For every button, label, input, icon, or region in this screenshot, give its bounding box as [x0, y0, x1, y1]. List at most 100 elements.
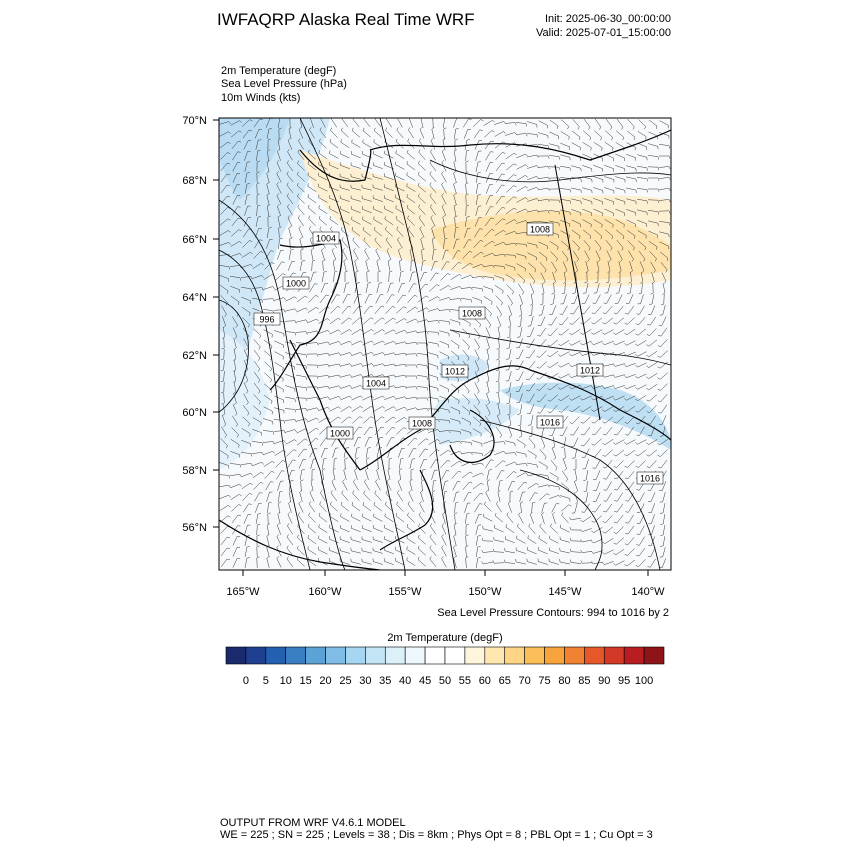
wind-barb: [284, 419, 297, 423]
wind-barb: [465, 160, 469, 173]
wind-barb: [574, 470, 578, 482]
colorbar-box: [245, 646, 267, 665]
valid-time: Valid: 2025-07-01_15:00:00: [536, 27, 671, 39]
wind-barb: [627, 283, 633, 294]
wind-barb: [406, 364, 418, 368]
wind-barb: [263, 308, 274, 314]
wind-barb: [486, 371, 490, 383]
wind-barb: [595, 271, 599, 284]
wind-barb: [658, 144, 670, 149]
wind-barb: [373, 340, 385, 346]
wind-barb: [241, 296, 251, 304]
wind-barb: [419, 272, 428, 282]
wind-barb: [604, 141, 614, 151]
wind-barb: [364, 294, 373, 304]
wind-barb: [573, 459, 577, 471]
wind-barb: [647, 316, 657, 326]
wind-barb: [615, 208, 625, 216]
wind-barb: [580, 437, 591, 447]
wind-barb: [486, 360, 490, 372]
wind-barb: [322, 468, 326, 481]
wind-barb: [351, 405, 363, 412]
wind-barb: [485, 184, 493, 194]
wind-barb: [484, 427, 492, 438]
wind-barb: [659, 251, 669, 261]
wind-barb: [329, 363, 341, 367]
wind-barb: [569, 340, 581, 346]
wind-barb: [266, 491, 273, 502]
wind-barb: [495, 501, 502, 513]
wind-barb: [591, 416, 602, 424]
wind-barb: [538, 484, 550, 488]
wind-barb: [287, 204, 293, 216]
wind-barb: [429, 534, 437, 546]
wind-barb: [322, 259, 326, 272]
wind-barb: [462, 349, 470, 361]
wind-barb: [441, 160, 447, 172]
wind-barb: [242, 317, 250, 328]
wind-barb: [495, 152, 506, 160]
wind-barb: [639, 261, 645, 273]
wind-barb: [593, 176, 604, 183]
wind-barb: [289, 118, 291, 129]
wind-barb: [637, 154, 648, 161]
wind-barb: [613, 352, 625, 356]
wind-barb: [242, 416, 250, 427]
colorbar-box: [404, 646, 426, 665]
wind-barb: [317, 353, 330, 357]
wind-barb: [365, 282, 372, 293]
wind-barb: [374, 416, 385, 424]
wind-barb: [616, 130, 625, 141]
wind-barb: [220, 207, 231, 215]
wind-barb: [373, 374, 385, 378]
wind-barb: [351, 502, 361, 512]
wind-barb: [385, 426, 396, 435]
wind-barb: [266, 128, 272, 139]
wind-barb: [295, 397, 308, 402]
wind-barb: [569, 405, 581, 413]
wind-barb: [307, 523, 317, 534]
wind-barb: [450, 319, 461, 326]
wind-barb: [593, 283, 600, 294]
wind-barb: [516, 197, 528, 203]
wind-barb: [274, 373, 284, 382]
wind-barb: [407, 226, 415, 238]
wind-barb: [298, 501, 304, 513]
wind-barb: [417, 182, 426, 193]
wind-barb: [626, 176, 637, 183]
wind-barb: [299, 469, 305, 480]
wind-barb: [560, 165, 571, 171]
wind-barb: [265, 250, 274, 260]
lat-label: 64°N: [182, 292, 207, 304]
wind-barb: [592, 459, 601, 469]
wind-barb: [438, 320, 451, 325]
wind-barb: [507, 316, 511, 328]
wind-barb: [277, 215, 281, 227]
wind-barb: [538, 473, 549, 479]
wind-barb: [350, 173, 361, 180]
wind-barb: [602, 526, 614, 534]
colorbar-box: [265, 646, 287, 665]
colorbar-label: 95: [618, 675, 630, 687]
wind-barb: [624, 548, 635, 556]
wind-barb: [593, 187, 604, 194]
wind-barb: [497, 404, 501, 416]
wind-barb: [559, 547, 570, 554]
wind-barb: [582, 283, 589, 294]
wind-barb: [454, 128, 459, 139]
wind-barb: [318, 396, 330, 400]
wind-barb: [657, 383, 668, 391]
wind-barb: [537, 404, 546, 414]
wind-barb: [626, 187, 637, 194]
wind-barb: [615, 187, 626, 194]
wind-barb: [318, 172, 328, 181]
wind-barb: [527, 187, 539, 191]
wind-barb: [570, 437, 579, 447]
wind-barb: [583, 480, 588, 493]
wind-barb: [580, 395, 592, 401]
warm-region: [430, 210, 671, 281]
wind-barb: [483, 252, 495, 258]
wind-barb: [286, 171, 294, 183]
wind-barb: [454, 501, 459, 514]
